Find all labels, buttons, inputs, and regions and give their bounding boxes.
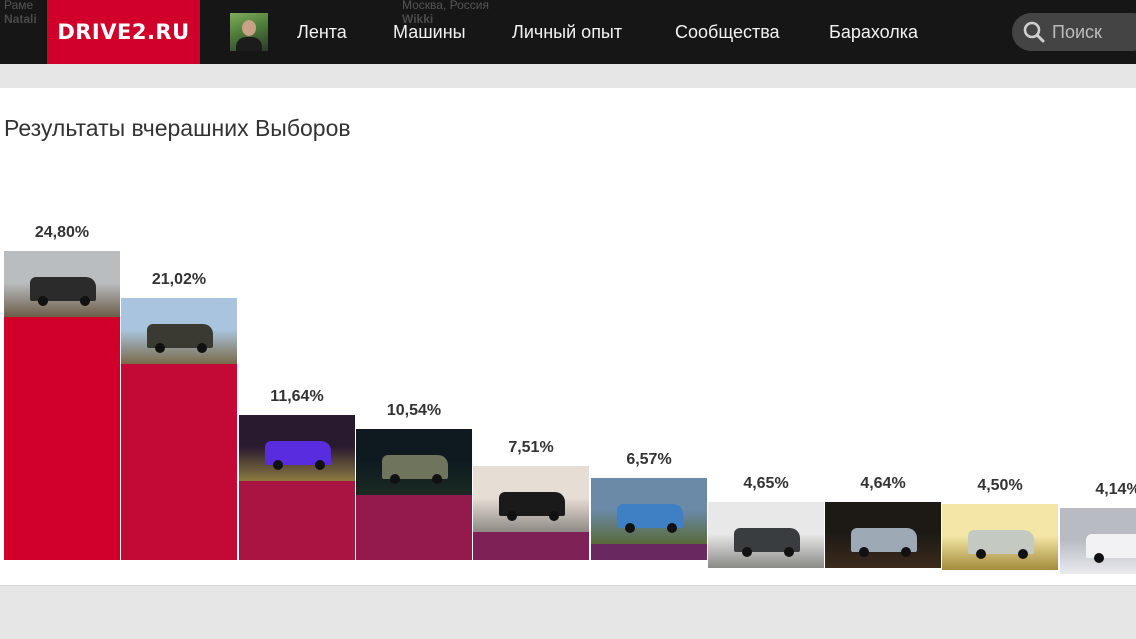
- car-shape: [1086, 534, 1136, 559]
- car-wheel: [742, 547, 752, 558]
- bar-value-label: 4,65%: [743, 475, 789, 493]
- bar-value-label: 7,51%: [508, 439, 554, 457]
- car-wheel: [38, 295, 48, 306]
- bar-car-photo[interactable]: [239, 414, 355, 481]
- bar-value-label: 4,50%: [977, 476, 1023, 494]
- nav-item-experience[interactable]: Личный опыт: [512, 22, 623, 42]
- background-text: Раме Natali: [4, 0, 37, 26]
- results-panel: Результаты вчерашних Выборов 24,80% 21,02…: [0, 88, 1136, 586]
- site-logo[interactable]: DRIVE2.RU: [47, 0, 200, 64]
- bar-car-photo[interactable]: [825, 502, 941, 569]
- bar-car-photo[interactable]: [942, 503, 1058, 570]
- car-wheel: [197, 343, 207, 354]
- car-wheel: [625, 523, 635, 534]
- search-box[interactable]: Поиск: [1012, 13, 1136, 51]
- car-wheel: [784, 547, 794, 558]
- car-wheel: [273, 459, 283, 470]
- bar-value-label: 4,64%: [860, 475, 906, 493]
- bar-car-photo[interactable]: [708, 502, 824, 569]
- car-wheel: [976, 548, 986, 559]
- car-wheel: [1018, 548, 1028, 559]
- top-navigation-bar: Раме Natali Москва, Россия Wikki DRIVE2.…: [0, 0, 1136, 64]
- car-wheel: [667, 523, 677, 534]
- bar-car-photo[interactable]: [591, 478, 707, 545]
- car-wheel: [315, 459, 325, 470]
- car-wheel: [507, 511, 517, 522]
- bar-value-label: 4,14%: [1095, 481, 1136, 499]
- search-placeholder: Поиск: [1052, 21, 1102, 42]
- bar-value-label: 21,02%: [151, 271, 207, 289]
- car-wheel: [859, 547, 869, 558]
- nav-item-cars[interactable]: Машины: [393, 22, 466, 42]
- chart-title: Результаты вчерашних Выборов: [4, 115, 351, 141]
- avatar-head: [242, 20, 256, 36]
- bar-car-photo[interactable]: [1060, 508, 1136, 575]
- nav-item-feed[interactable]: Лента: [297, 22, 347, 42]
- car-wheel: [390, 473, 400, 484]
- car-wheel: [80, 295, 90, 306]
- nav-item-marketplace[interactable]: Барахолка: [829, 22, 919, 42]
- search-icon: [1023, 21, 1045, 43]
- bar-value-label: 11,64%: [270, 387, 324, 405]
- bar-value-label: 24,80%: [34, 223, 90, 241]
- background-text: Москва, Россия Wikki: [402, 0, 489, 26]
- car-wheel: [1094, 553, 1104, 564]
- results-bar-chart: 24,80% 21,02% 11,64% 10,54% 7,51% 6,57% 4,65% 4…: [0, 88, 1136, 585]
- bar-car-photo[interactable]: [356, 428, 472, 495]
- bar-car-photo[interactable]: [473, 466, 589, 533]
- bar-car-photo[interactable]: [4, 250, 120, 317]
- bar-car-photo[interactable]: [121, 298, 237, 365]
- car-wheel: [549, 511, 559, 522]
- car-wheel: [901, 547, 911, 558]
- car-wheel: [155, 343, 165, 354]
- user-avatar[interactable]: [230, 13, 268, 51]
- bar-value-label: 6,57%: [626, 451, 672, 469]
- avatar-body: [236, 37, 262, 51]
- nav-item-communities[interactable]: Сообщества: [675, 22, 780, 42]
- car-wheel: [432, 473, 442, 484]
- bar-value-label: 10,54%: [386, 401, 442, 419]
